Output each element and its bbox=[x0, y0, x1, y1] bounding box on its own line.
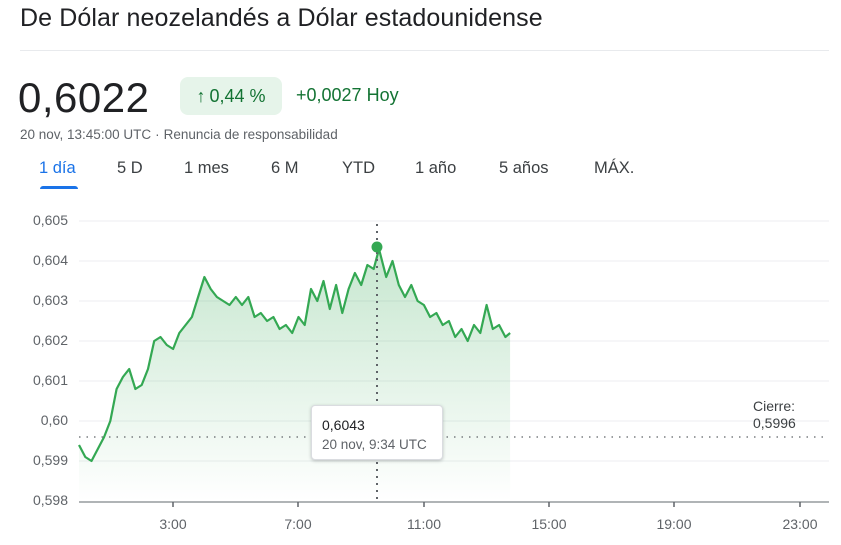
separator: · bbox=[155, 127, 160, 142]
arrow-up-icon: ↑ bbox=[196, 85, 206, 106]
change-percent-badge: ↑ 0,44 % bbox=[180, 77, 282, 115]
y-tick-label: 0,603 bbox=[32, 292, 68, 308]
previous-close-label: Cierre: 0,5996 bbox=[753, 398, 796, 432]
previous-close-value: 0,5996 bbox=[753, 415, 796, 431]
change-percent: 0,44 % bbox=[209, 85, 266, 106]
x-tick-label: 3:00 bbox=[159, 516, 187, 532]
y-tick-label: 0,598 bbox=[32, 492, 68, 508]
tab-ytd[interactable]: YTD bbox=[342, 159, 375, 177]
change-absolute: +0,0027 Hoy bbox=[296, 85, 399, 105]
disclaimer-link[interactable]: Renuncia de responsabilidad bbox=[163, 127, 338, 142]
x-tick-label: 19:00 bbox=[656, 516, 692, 532]
y-tick-label: 0,604 bbox=[32, 252, 68, 268]
x-ticks bbox=[172, 502, 801, 507]
tab-6-months[interactable]: 6 M bbox=[271, 159, 299, 177]
tab-5-days[interactable]: 5 D bbox=[117, 159, 143, 177]
tooltip-date: 20 nov, 9:34 UTC bbox=[322, 437, 427, 452]
timestamp: 20 nov, 13:45:00 UTC bbox=[20, 127, 152, 142]
tooltip-value: 0,6043 bbox=[322, 417, 365, 433]
page-title: De Dólar neozelandés a Dólar estadounide… bbox=[20, 4, 543, 32]
y-tick-label: 0,605 bbox=[32, 212, 68, 228]
x-tick-label: 15:00 bbox=[531, 516, 567, 532]
price-area bbox=[79, 249, 511, 501]
x-tick-label: 7:00 bbox=[284, 516, 312, 532]
y-tick-label: 0,601 bbox=[32, 372, 68, 388]
y-tick-label: 0,599 bbox=[32, 452, 68, 468]
tab-1-day[interactable]: 1 día bbox=[39, 159, 76, 177]
y-tick-label: 0,602 bbox=[32, 332, 68, 348]
price-line bbox=[78, 247, 511, 463]
previous-close-title: Cierre: bbox=[753, 398, 796, 414]
title-divider bbox=[20, 50, 829, 51]
subline: 20 nov, 13:45:00 UTC · Renuncia de respons… bbox=[20, 127, 338, 142]
x-tick-label: 23:00 bbox=[782, 516, 818, 532]
tab-1-month[interactable]: 1 mes bbox=[184, 159, 229, 177]
hover-tooltip: 0,6043 20 nov, 9:34 UTC bbox=[311, 405, 443, 460]
tab-1-year[interactable]: 1 año bbox=[415, 159, 457, 177]
y-tick-label: 0,60 bbox=[40, 412, 68, 428]
tab-5-years[interactable]: 5 años bbox=[499, 159, 549, 177]
current-price: 0,6022 bbox=[18, 74, 150, 121]
tab-max[interactable]: MÁX. bbox=[594, 159, 635, 177]
active-tab-indicator bbox=[40, 186, 78, 189]
x-tick-label: 11:00 bbox=[407, 516, 441, 532]
highlight-point bbox=[371, 241, 383, 253]
